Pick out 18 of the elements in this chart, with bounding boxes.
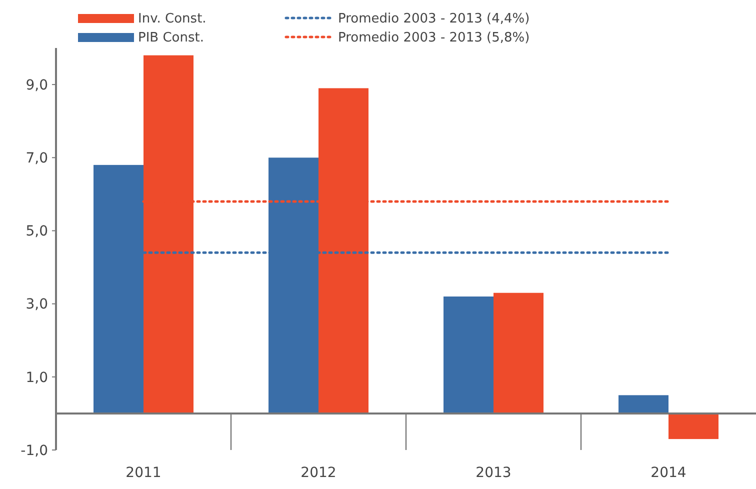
y-tick-label: 5,0 [26,224,48,240]
y-tick-label: -1,0 [20,442,48,459]
y-tick-label: 3,0 [26,296,48,313]
y-tick-label: 7,0 [26,150,48,167]
y-tick-label: 1,0 [26,370,48,386]
y-tick-label: 9,0 [26,77,48,94]
x-tick-label: 2014 [650,465,686,481]
legend-label: Promedio 2003 - 2013 (4,4%) [338,12,530,27]
legend-label: Inv. Const. [138,12,206,27]
bar [668,413,718,440]
legend-label: PIB Const. [138,30,204,46]
x-tick-label: 2012 [300,465,336,481]
bar [494,292,544,414]
bar [618,395,668,414]
x-tick-label: 2011 [126,465,162,481]
bar [444,296,494,414]
x-tick-label: 2013 [476,465,512,481]
legend-label: Promedio 2003 - 2013 (5,8%) [338,30,530,46]
